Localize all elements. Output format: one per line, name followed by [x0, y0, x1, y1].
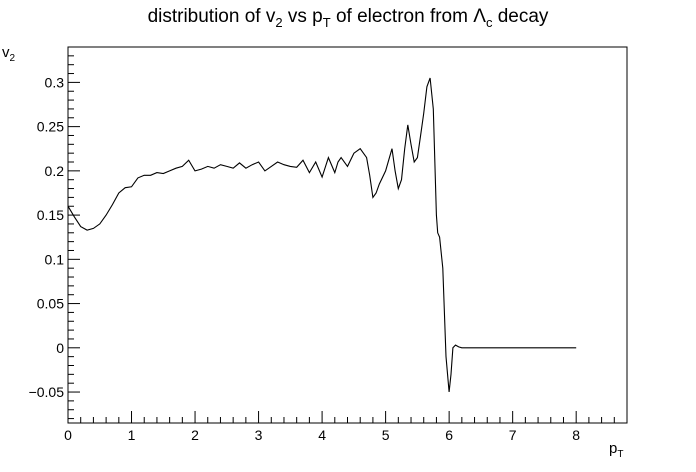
title-part1: distribution of v — [147, 6, 276, 27]
title-sub3: c — [485, 14, 493, 30]
y-axis-label: v2 — [2, 44, 15, 64]
title-part3: of electron from — [330, 6, 474, 27]
x-tick-label: 6 — [445, 427, 453, 443]
x-axis-label-main: p — [609, 440, 618, 457]
y-tick-label: 0 — [56, 340, 64, 356]
x-tick-label: 3 — [255, 427, 263, 443]
x-tick-label: 2 — [191, 427, 199, 443]
plot-frame — [67, 46, 628, 424]
axis-ticks — [67, 46, 628, 423]
x-tick-label: 4 — [318, 427, 326, 443]
title-sub1: 2 — [275, 14, 283, 30]
y-tick-label: 0.3 — [45, 74, 65, 90]
x-tick-label: 7 — [509, 427, 517, 443]
title-part2: vs p — [282, 6, 323, 27]
x-tick-label: 5 — [382, 427, 390, 443]
series-line — [67, 77, 577, 393]
x-tick-label: 1 — [128, 427, 136, 443]
x-axis-label-sub: T — [617, 449, 624, 460]
y-tick-label: 0.2 — [45, 163, 65, 179]
chart-title: distribution of v2 vs pT of electron fro… — [0, 6, 696, 30]
y-tick-label: −0.05 — [29, 384, 65, 400]
y-tick-label: 0.1 — [45, 251, 65, 267]
title-greek: Λ — [473, 6, 486, 27]
x-tick-label: 0 — [64, 427, 72, 443]
x-tick-label: 8 — [572, 427, 580, 443]
y-tick-label: 0.25 — [37, 119, 64, 135]
y-axis-label-main: v — [2, 44, 10, 61]
tick-labels: 0 1 2 3 4 5 6 7 8 −0.05 0 0.05 0.1 0.15 0.2 0.25 0.3 — [29, 74, 581, 443]
y-tick-label: 0.05 — [37, 296, 64, 312]
title-part4: decay — [492, 6, 549, 27]
title-sub2: T — [322, 14, 331, 30]
y-axis-label-sub: 2 — [9, 53, 16, 64]
y-tick-label: 0.15 — [37, 207, 64, 223]
x-axis-label: pT — [609, 440, 623, 460]
